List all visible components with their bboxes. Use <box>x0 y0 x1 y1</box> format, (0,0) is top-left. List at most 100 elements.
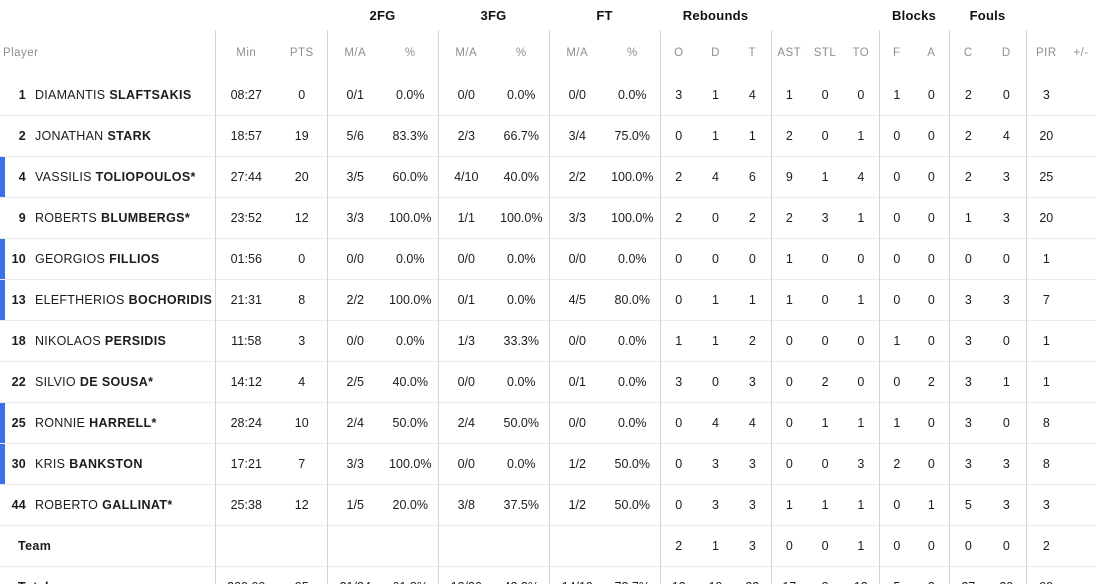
stat-to: 0 <box>857 88 865 102</box>
stat-stl: 0 <box>807 443 844 485</box>
stat-2fg-ma: 3/3 <box>326 443 383 485</box>
stat-foul-c: 3 <box>948 279 988 321</box>
stat-foul-d: 3 <box>987 197 1027 239</box>
stat-2fg-ma: 0/0 <box>326 320 383 362</box>
box-score-body: 1 DIAMANTIS SLAFTSAKIS 08:27 0 0/1 0.0% 0/… <box>0 75 1096 584</box>
stat-reb-d: 0 <box>697 361 735 403</box>
stat-stl: 2 <box>807 361 844 403</box>
table-row: 4 VASSILIS TOLIOPOULOS* 27:44 20 3/5 60.0%… <box>0 156 1096 198</box>
player-cell: 10 GEORGIOS FILLIOS <box>0 238 215 280</box>
stat-reb-t: 32 <box>734 566 772 584</box>
stat-3fg-ma: 13/30 <box>437 566 495 584</box>
stat-3fg-pct: 37.5% <box>494 484 550 526</box>
stat-reb-o: 0 <box>659 238 698 280</box>
player-first-name: ELEFTHERIOS <box>35 293 125 307</box>
stat-foul-c: 3 <box>948 402 988 444</box>
stat-3fg-ma: 0/0 <box>437 75 495 116</box>
stat-reb-t: 2 <box>734 197 772 239</box>
stat-to: 1 <box>843 279 880 321</box>
stat-ast: 0 <box>770 320 808 362</box>
stat-reb-d: 1 <box>697 115 735 157</box>
column-header-reb-t: T <box>748 46 757 59</box>
stat-plus-minus <box>1066 279 1096 321</box>
stat-block-a: 3 <box>914 566 950 584</box>
stat-reb-d: 1 <box>697 525 735 567</box>
stat-reb-o: 2 <box>659 197 698 239</box>
stat-stl: 0 <box>807 238 844 280</box>
stat-min: 200:00 <box>214 566 277 584</box>
stat-to: 0 <box>843 320 880 362</box>
stat-plus-minus <box>1066 115 1096 157</box>
stat-ft-ma: 2/2 <box>548 156 606 198</box>
stat-block-a: 0 <box>914 197 950 239</box>
stat-ast: 0 <box>770 402 808 444</box>
stat-2fg-pct: 83.3% <box>383 115 439 157</box>
stat-reb-d: 0 <box>697 197 735 239</box>
stat-plus-minus <box>1066 238 1096 280</box>
stat-foul-d: 1 <box>987 361 1027 403</box>
stat-reb-o: 0 <box>659 443 698 485</box>
group-header-2fg: 2FG <box>369 7 396 23</box>
stat-ft-ma: 3/3 <box>548 197 606 239</box>
table-row: 30 KRIS BANKSTON 17:21 7 3/3 100.0% 0/0 0.… <box>0 443 1096 485</box>
stat-block-a: 0 <box>927 88 935 102</box>
stat-ft-pct: 73.7% <box>605 566 661 584</box>
stat-foul-c: 2 <box>948 75 988 116</box>
table-row: 2 JONATHAN STARK 18:57 19 5/6 83.3% 2/3 66… <box>0 115 1096 157</box>
stat-stl: 0 <box>807 115 844 157</box>
stat-reb-t: 2 <box>734 320 772 362</box>
player-first-name: VASSILIS <box>35 170 92 184</box>
player-last-name: PERSIDIS <box>104 334 167 348</box>
stat-3fg-pct: 0.0% <box>494 443 550 485</box>
stat-min: 11:58 <box>214 320 277 362</box>
stat-plus-minus <box>1066 361 1096 403</box>
stat-to: 13 <box>843 566 880 584</box>
column-header-3fg-pct: % <box>515 46 527 59</box>
stat-foul-c: 3 <box>948 443 988 485</box>
stat-ft-ma: 4/5 <box>548 279 606 321</box>
player-first-name: RONNIE <box>35 416 86 430</box>
stat-block-f: 0 <box>878 156 915 198</box>
stat-reb-d: 4 <box>697 402 735 444</box>
stat-reb-d: 1 <box>697 279 735 321</box>
player-last-name: FILLIOS <box>109 252 160 266</box>
player-number: 18 <box>11 334 26 348</box>
stat-ast: 2 <box>770 197 808 239</box>
stat-reb-t: 6 <box>734 156 772 198</box>
player-last-name: HARRELL* <box>89 416 157 430</box>
player-cell: 1 DIAMANTIS SLAFTSAKIS <box>0 75 215 116</box>
stat-block-a: 2 <box>914 361 950 403</box>
player-number: 22 <box>11 375 26 389</box>
stat-reb-o: 1 <box>659 320 698 362</box>
stat-ft-ma: 0/1 <box>548 361 606 403</box>
column-header-2fg-ma: M/A <box>326 30 383 75</box>
player-last-name: DE SOUSA* <box>79 375 154 389</box>
player-last-name: Team <box>18 539 52 553</box>
column-header-block-a: A <box>927 46 936 59</box>
stat-block-a: 0 <box>914 402 950 444</box>
stat-stl: 0 <box>807 525 844 567</box>
stat-plus-minus <box>1066 402 1096 444</box>
stat-stl: 1 <box>807 402 844 444</box>
player-cell: 2 JONATHAN STARK <box>0 115 215 157</box>
player-first-name: ROBERTO <box>35 498 99 512</box>
stat-foul-c: 0 <box>948 525 988 567</box>
stat-pir: 20 <box>1025 197 1067 239</box>
table-row: Total 200:00 95 21/34 61.8% 13/30 43.3% … <box>0 566 1096 584</box>
player-cell: 44 ROBERTO GALLINAT* <box>0 484 215 526</box>
player-last-name: GALLINAT* <box>102 498 173 512</box>
stat-reb-t: 4 <box>734 402 772 444</box>
stat-min: 28:24 <box>214 402 277 444</box>
stat-ft-pct: 50.0% <box>605 484 661 526</box>
stat-3fg-ma <box>437 525 495 567</box>
stat-3fg-pct: 33.3% <box>494 320 550 362</box>
column-header-to: TO <box>852 46 870 59</box>
stat-foul-d: 3 <box>987 484 1027 526</box>
stat-reb-t: 3 <box>734 361 772 403</box>
player-first-name: JONATHAN <box>35 129 104 143</box>
table-row: 13 ELEFTHERIOS BOCHORIDIS 21:31 8 2/2 100.… <box>0 279 1096 321</box>
stat-min: 14:12 <box>214 361 277 403</box>
stat-foul-d: 0 <box>987 525 1027 567</box>
stat-foul-d: 0 <box>987 320 1027 362</box>
stat-ft-pct: 100.0% <box>605 197 661 239</box>
